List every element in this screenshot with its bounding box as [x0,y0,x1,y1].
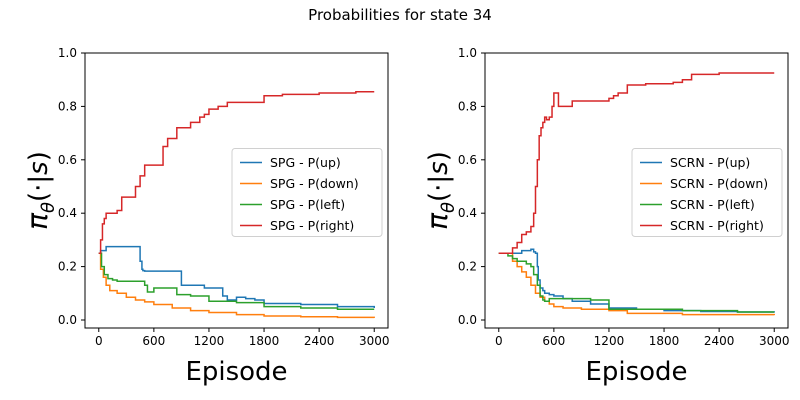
legend-label: SPG - P(up) [270,155,341,170]
series-line-2 [98,252,375,319]
legend-box [231,148,383,237]
legend-label: SCRN - P(down) [670,176,768,191]
y-tick-label: 0.4 [58,206,77,220]
y-tick-label: 0.6 [458,153,477,167]
series-line-1 [498,248,775,313]
x-tick-label: 2400 [304,334,335,348]
x-tick-label: 600 [142,334,165,348]
chart-right: 0 600 1200 1800 2400 3000 0.0 0.2 0.4 0.6 0.8 1.0 Ep… [421,46,790,387]
x-axis-label: Episode [185,357,287,387]
x-axis-label: Episode [585,357,687,387]
x-tick-label: 1200 [594,334,625,348]
x-tick-label: 2400 [704,334,735,348]
x-tick-label: 1800 [249,334,280,348]
chart-left: 0 600 1200 1800 2400 3000 0.0 0.2 0.4 0.6 0.8 1.0 Ep… [21,46,390,387]
x-tick-label: 0 [95,334,103,348]
legend-label: SCRN - P(right) [670,218,764,233]
y-tick-label: 0.6 [58,153,77,167]
y-tick-label: 0.2 [58,260,77,274]
x-tick-label: 0 [495,334,503,348]
y-tick-label: 0.4 [458,206,477,220]
y-axis-label: πθ(·|s) [21,151,59,230]
series-line-1 [98,245,375,308]
y-tick-label: 1.0 [458,46,477,60]
legend-label: SPG - P(down) [270,176,359,191]
legend-label: SPG - P(left) [270,197,345,212]
x-tick-label: 3000 [759,334,790,348]
series-line-3 [498,252,775,313]
series-line-4 [498,72,775,254]
legend: SCRN - P(up) SCRN - P(down) SCRN - P(left)… [631,148,783,237]
legend-label: SCRN - P(up) [670,155,750,170]
y-tick-label: 0.8 [58,99,77,113]
y-tick-label: 0.0 [58,313,77,327]
y-tick-label: 0.8 [458,99,477,113]
legend-box [631,148,783,237]
y-axis-label: πθ(·|s) [421,151,459,230]
series-line-3 [98,252,375,311]
y-tick-label: 0.2 [458,260,477,274]
x-tick-label: 1800 [649,334,680,348]
plot-frame [484,52,789,329]
x-tick-label: 1200 [194,334,225,348]
legend: SPG - P(up) SPG - P(down) SPG - P(left) SPG… [231,148,383,237]
y-tick-label: 0.0 [458,313,477,327]
figure-title: Probabilities for state 34 [308,6,492,24]
legend-label: SCRN - P(left) [670,197,755,212]
series-line-4 [98,90,375,254]
legend-label: SPG - P(right) [270,218,354,233]
x-tick-label: 600 [542,334,565,348]
plot-frame [84,52,389,329]
y-tick-label: 1.0 [58,46,77,60]
x-tick-label: 3000 [359,334,390,348]
